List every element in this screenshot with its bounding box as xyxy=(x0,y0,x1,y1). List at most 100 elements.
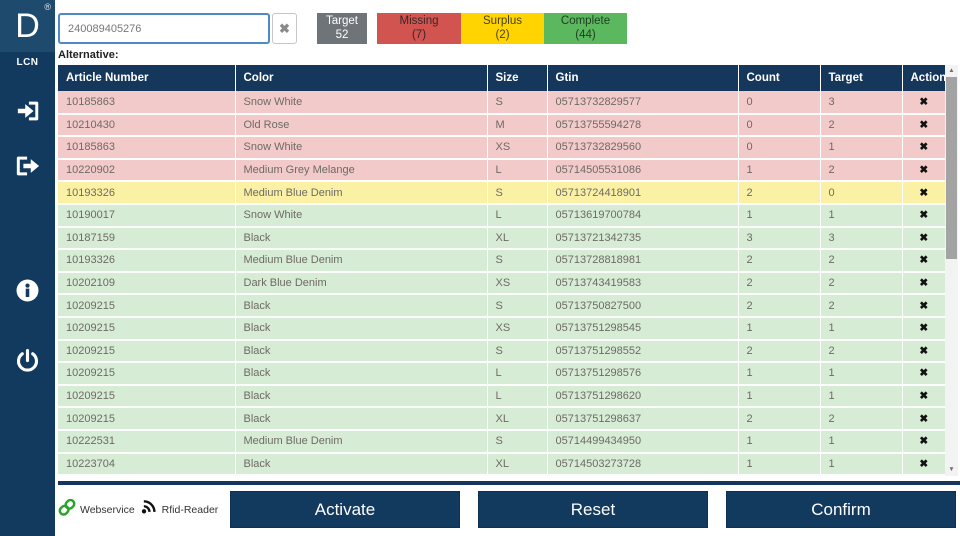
column-header-gtin: Gtin xyxy=(546,65,738,91)
complete-badge-label: Complete xyxy=(560,15,611,27)
cell-target: 3 xyxy=(819,91,902,115)
target-badge: Target 52 xyxy=(317,13,367,44)
delete-row-icon[interactable]: ✖ xyxy=(901,249,945,273)
column-header-action: Action xyxy=(901,65,946,91)
cell-size: XL xyxy=(486,452,547,477)
cell-target: 2 xyxy=(819,158,902,183)
delete-row-icon[interactable]: ✖ xyxy=(901,384,945,409)
cell-size: XS xyxy=(486,316,547,341)
reset-button[interactable]: Reset xyxy=(478,491,708,529)
cell-count: 2 xyxy=(737,271,820,296)
delete-row-icon[interactable]: ✖ xyxy=(901,136,945,160)
complete-badge-value: (44) xyxy=(575,28,596,41)
cell-article: 10209215 xyxy=(58,362,235,386)
cell-article: 10222531 xyxy=(58,429,235,454)
status-badge-strip: Missing (7) Surplus (2) Complete (44) xyxy=(377,13,627,44)
cell-color: Black xyxy=(234,226,487,251)
delete-row-icon[interactable]: ✖ xyxy=(901,271,945,296)
table-row: 10220902 Medium Grey Melange L 057145055310… xyxy=(58,158,945,183)
surplus-badge: Surplus (2) xyxy=(461,13,544,44)
cell-target: 2 xyxy=(819,407,902,431)
missing-badge-label: Missing xyxy=(399,15,439,27)
cell-size: XS xyxy=(486,271,547,296)
cell-gtin: 05713732829577 xyxy=(546,91,738,115)
table-row: 10209215 Black S 05713751298552 2 2 ✖ xyxy=(58,339,945,364)
webservice-icon xyxy=(58,498,76,521)
delete-row-icon[interactable]: ✖ xyxy=(901,181,945,205)
cell-color: Old Rose xyxy=(234,113,487,138)
target-badge-label: Target xyxy=(326,15,358,27)
logout-icon[interactable] xyxy=(15,154,41,178)
delete-row-icon[interactable]: ✖ xyxy=(901,203,945,228)
cell-size: XL xyxy=(486,226,547,251)
scroll-down-icon[interactable]: ▼ xyxy=(948,466,955,473)
cell-gtin: 05713724418901 xyxy=(546,181,738,205)
footer-divider xyxy=(58,481,960,486)
table-row: 10193326 Medium Blue Denim S 05713728818981… xyxy=(58,249,945,273)
delete-row-icon[interactable]: ✖ xyxy=(901,362,945,386)
cell-article: 10202109 xyxy=(58,271,235,296)
cell-count: 1 xyxy=(737,158,820,183)
login-icon[interactable] xyxy=(15,99,41,123)
table-row: 10209215 Black XL 05713751298637 2 2 ✖ xyxy=(58,407,945,431)
cell-count: 1 xyxy=(737,203,820,228)
delete-row-icon[interactable]: ✖ xyxy=(901,429,945,454)
clear-input-button[interactable]: ✖ xyxy=(272,13,297,44)
power-icon[interactable] xyxy=(15,348,41,372)
cell-color: Black xyxy=(234,452,487,477)
cell-count: 2 xyxy=(737,407,820,431)
delete-row-icon[interactable]: ✖ xyxy=(901,339,945,364)
cell-color: Medium Grey Melange xyxy=(234,158,487,183)
target-badge-value: 52 xyxy=(335,28,349,41)
delete-row-icon[interactable]: ✖ xyxy=(901,316,945,341)
cell-article: 10209215 xyxy=(58,316,235,341)
missing-badge: Missing (7) xyxy=(377,13,461,44)
cell-size: M xyxy=(486,113,547,138)
cell-color: Snow White xyxy=(234,91,487,115)
cell-article: 10190017 xyxy=(58,203,235,228)
cell-gtin: 05714503273728 xyxy=(546,452,738,477)
cell-color: Black xyxy=(234,294,487,318)
cell-size: L xyxy=(486,203,547,228)
delete-row-icon[interactable]: ✖ xyxy=(901,91,945,115)
table-row: 10222531 Medium Blue Denim S 05714499434950… xyxy=(58,429,945,454)
clear-x-icon: ✖ xyxy=(279,21,290,36)
info-icon[interactable] xyxy=(15,278,41,302)
delete-row-icon[interactable]: ✖ xyxy=(901,407,945,431)
delete-row-icon[interactable]: ✖ xyxy=(901,113,945,138)
cell-size: S xyxy=(486,181,547,205)
cell-size: S xyxy=(486,91,547,115)
delete-row-icon[interactable]: ✖ xyxy=(901,158,945,183)
table-scrollbar[interactable]: ▲ ▼ xyxy=(945,65,958,476)
scroll-up-icon[interactable]: ▲ xyxy=(948,67,955,74)
cell-gtin: 05713743419583 xyxy=(546,271,738,296)
cell-gtin: 05713751298552 xyxy=(546,339,738,364)
registered-mark: ® xyxy=(44,2,51,12)
cell-target: 2 xyxy=(819,294,902,318)
barcode-input[interactable] xyxy=(58,13,270,44)
delete-row-icon[interactable]: ✖ xyxy=(901,226,945,251)
cell-article: 10209215 xyxy=(58,339,235,364)
column-header-size: Size xyxy=(486,65,547,91)
cell-target: 1 xyxy=(819,316,902,341)
table-row: 10190017 Snow White L 05713619700784 1 1 ✖ xyxy=(58,203,945,228)
column-header-article: Article Number xyxy=(58,65,235,91)
rfid-reader-icon xyxy=(141,499,158,520)
cell-target: 2 xyxy=(819,271,902,296)
cell-color: Black xyxy=(234,407,487,431)
confirm-button[interactable]: Confirm xyxy=(726,491,956,529)
delete-row-icon[interactable]: ✖ xyxy=(901,452,945,477)
cell-count: 0 xyxy=(737,136,820,160)
activate-button[interactable]: Activate xyxy=(230,491,460,529)
table-row: 10209215 Black L 05713751298576 1 1 ✖ xyxy=(58,362,945,386)
scrollbar-thumb[interactable] xyxy=(946,77,957,259)
cell-size: S xyxy=(486,429,547,454)
topbar: ✖ Target 52 Missing (7) Surplus (2) Comp… xyxy=(58,13,960,44)
cell-gtin: 05713732829560 xyxy=(546,136,738,160)
cell-color: Snow White xyxy=(234,203,487,228)
action-button-row: Activate Reset Confirm xyxy=(230,491,960,529)
webservice-label: Webservice xyxy=(80,503,135,516)
delete-row-icon[interactable]: ✖ xyxy=(901,294,945,318)
cell-color: Black xyxy=(234,362,487,386)
table-row: 10223704 Black XL 05714503273728 1 1 ✖ xyxy=(58,452,945,477)
